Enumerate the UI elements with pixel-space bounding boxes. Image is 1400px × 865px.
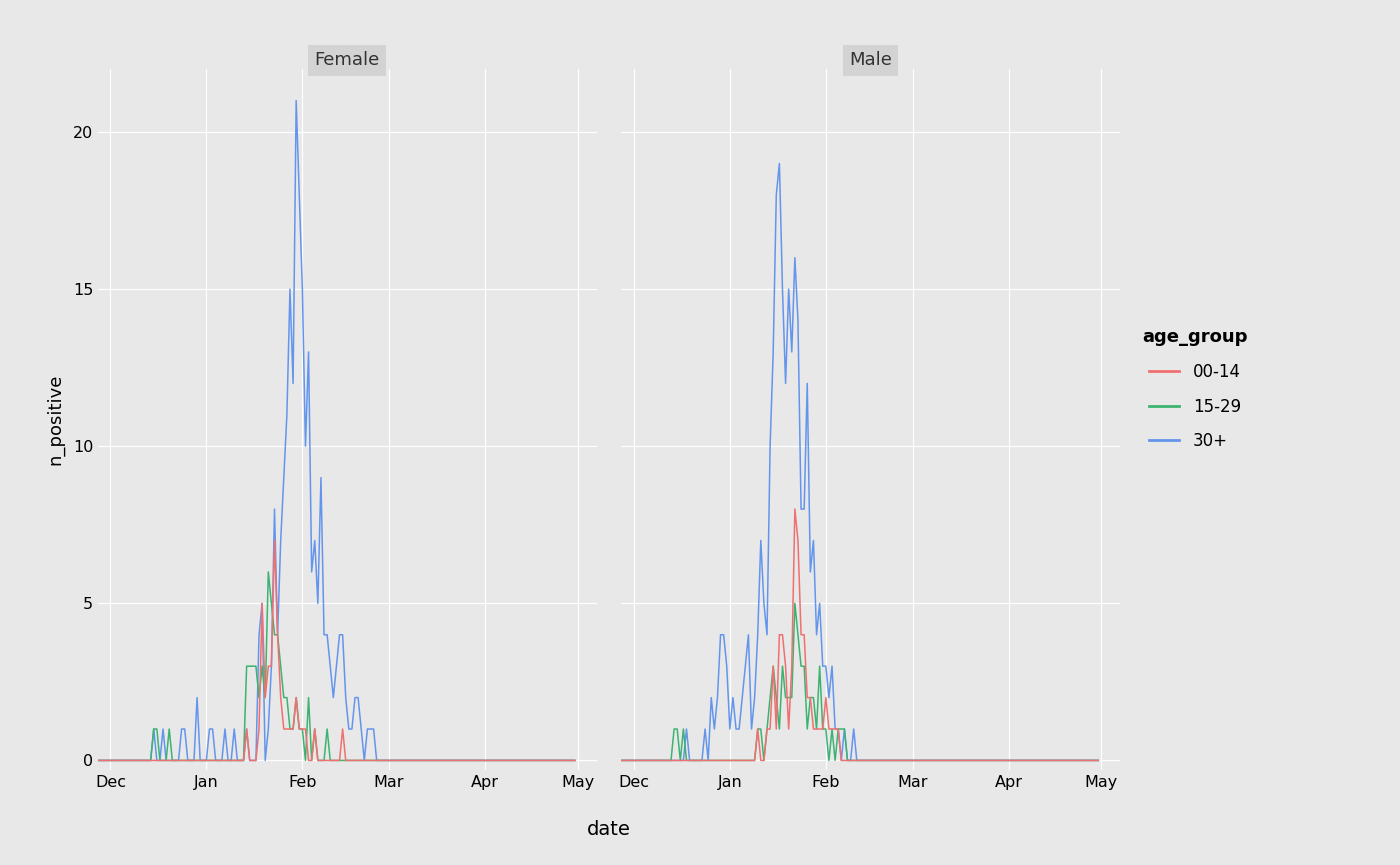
Title: Female: Female <box>315 51 379 69</box>
Y-axis label: n_positive: n_positive <box>46 374 64 465</box>
Text: date: date <box>587 820 631 839</box>
Title: Male: Male <box>850 51 892 69</box>
Legend: 00-14, 15-29, 30+: 00-14, 15-29, 30+ <box>1142 328 1247 451</box>
